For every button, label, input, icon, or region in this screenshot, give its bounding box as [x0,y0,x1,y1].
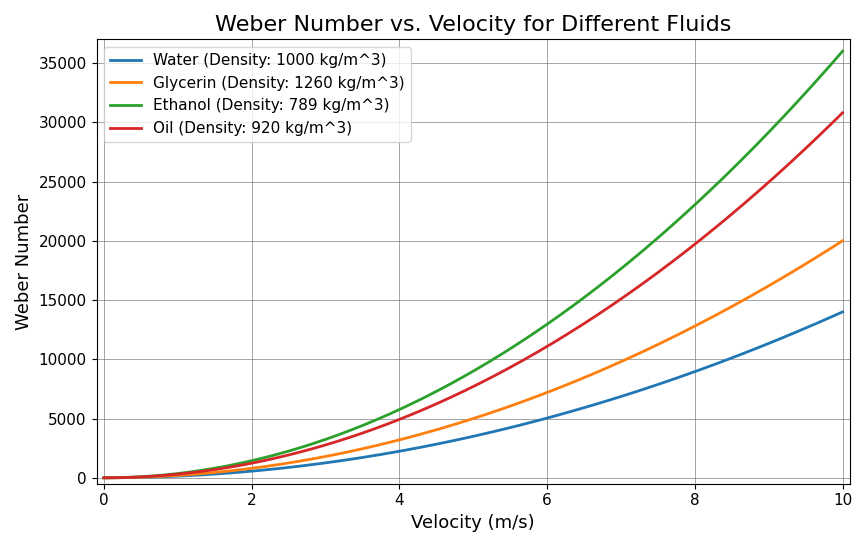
Line: Oil (Density: 920 kg/m^3): Oil (Density: 920 kg/m^3) [104,113,843,478]
Ethanol (Density: 789 kg/m^3): (5.95, 1.28e+04): 789 kg/m^3): (5.95, 1.28e+04) [538,323,549,330]
Water (Density: 1000 kg/m^3): (9.06, 1.15e+04): 1000 kg/m^3): (9.06, 1.15e+04) [768,338,779,345]
Line: Glycerin (Density: 1260 kg/m^3): Glycerin (Density: 1260 kg/m^3) [104,241,843,478]
Oil (Density: 920 kg/m^3): (9.06, 2.53e+04): 920 kg/m^3): (9.06, 2.53e+04) [768,174,779,181]
Ethanol (Density: 789 kg/m^3): (8.43, 2.56e+04): 789 kg/m^3): (8.43, 2.56e+04) [721,171,732,178]
Ethanol (Density: 789 kg/m^3): (0.0334, 0.403): 789 kg/m^3): (0.0334, 0.403) [102,474,112,481]
Glycerin (Density: 1260 kg/m^3): (0, 0): 1260 kg/m^3): (0, 0) [99,474,109,481]
Line: Water (Density: 1000 kg/m^3): Water (Density: 1000 kg/m^3) [104,312,843,478]
Oil (Density: 920 kg/m^3): (5.95, 1.09e+04): 920 kg/m^3): (5.95, 1.09e+04) [538,345,549,352]
Glycerin (Density: 1260 kg/m^3): (5.92, 7.01e+03): 1260 kg/m^3): (5.92, 7.01e+03) [536,392,546,398]
Oil (Density: 920 kg/m^3): (0, 0): 920 kg/m^3): (0, 0) [99,474,109,481]
Y-axis label: Weber Number: Weber Number [15,194,33,330]
Glycerin (Density: 1260 kg/m^3): (6.12, 7.49e+03): 1260 kg/m^3): (6.12, 7.49e+03) [551,386,562,392]
Water (Density: 1000 kg/m^3): (5.95, 4.96e+03): 1000 kg/m^3): (5.95, 4.96e+03) [538,416,549,422]
Legend: Water (Density: 1000 kg/m^3), Glycerin (Density: 1260 kg/m^3), Ethanol (Density:: Water (Density: 1000 kg/m^3), Glycerin (… [104,47,411,142]
Water (Density: 1000 kg/m^3): (8.43, 9.94e+03): 1000 kg/m^3): (8.43, 9.94e+03) [721,357,732,363]
Glycerin (Density: 1260 kg/m^3): (8.43, 1.42e+04): 1260 kg/m^3): (8.43, 1.42e+04) [721,306,732,313]
Glycerin (Density: 1260 kg/m^3): (0.0334, 0.224): 1260 kg/m^3): (0.0334, 0.224) [102,474,112,481]
Oil (Density: 920 kg/m^3): (6.12, 1.15e+04): 920 kg/m^3): (6.12, 1.15e+04) [551,338,562,345]
Water (Density: 1000 kg/m^3): (5.92, 4.91e+03): 1000 kg/m^3): (5.92, 4.91e+03) [536,416,546,423]
Ethanol (Density: 789 kg/m^3): (0, 0): 789 kg/m^3): (0, 0) [99,474,109,481]
Ethanol (Density: 789 kg/m^3): (6.12, 1.35e+04): 789 kg/m^3): (6.12, 1.35e+04) [551,315,562,321]
X-axis label: Velocity (m/s): Velocity (m/s) [411,514,535,532]
Water (Density: 1000 kg/m^3): (0, 0): 1000 kg/m^3): (0, 0) [99,474,109,481]
Oil (Density: 920 kg/m^3): (0.0334, 0.345): 920 kg/m^3): (0.0334, 0.345) [102,474,112,481]
Water (Density: 1000 kg/m^3): (6.12, 5.24e+03): 1000 kg/m^3): (6.12, 5.24e+03) [551,412,562,419]
Water (Density: 1000 kg/m^3): (10, 1.4e+04): 1000 kg/m^3): (10, 1.4e+04) [838,309,848,315]
Glycerin (Density: 1260 kg/m^3): (9.06, 1.64e+04): 1260 kg/m^3): (9.06, 1.64e+04) [768,280,779,287]
Oil (Density: 920 kg/m^3): (10, 3.08e+04): 920 kg/m^3): (10, 3.08e+04) [838,109,848,116]
Oil (Density: 920 kg/m^3): (8.43, 2.19e+04): 920 kg/m^3): (8.43, 2.19e+04) [721,215,732,222]
Ethanol (Density: 789 kg/m^3): (9.06, 2.96e+04): 789 kg/m^3): (9.06, 2.96e+04) [768,124,779,131]
Glycerin (Density: 1260 kg/m^3): (5.95, 7.09e+03): 1260 kg/m^3): (5.95, 7.09e+03) [538,391,549,397]
Ethanol (Density: 789 kg/m^3): (10, 3.6e+04): 789 kg/m^3): (10, 3.6e+04) [838,48,848,55]
Line: Ethanol (Density: 789 kg/m^3): Ethanol (Density: 789 kg/m^3) [104,51,843,478]
Glycerin (Density: 1260 kg/m^3): (10, 2e+04): 1260 kg/m^3): (10, 2e+04) [838,237,848,244]
Ethanol (Density: 789 kg/m^3): (5.92, 1.26e+04): 789 kg/m^3): (5.92, 1.26e+04) [536,325,546,331]
Water (Density: 1000 kg/m^3): (0.0334, 0.157): 1000 kg/m^3): (0.0334, 0.157) [102,474,112,481]
Title: Weber Number vs. Velocity for Different Fluids: Weber Number vs. Velocity for Different … [215,15,732,35]
Oil (Density: 920 kg/m^3): (5.92, 1.08e+04): 920 kg/m^3): (5.92, 1.08e+04) [536,347,546,353]
